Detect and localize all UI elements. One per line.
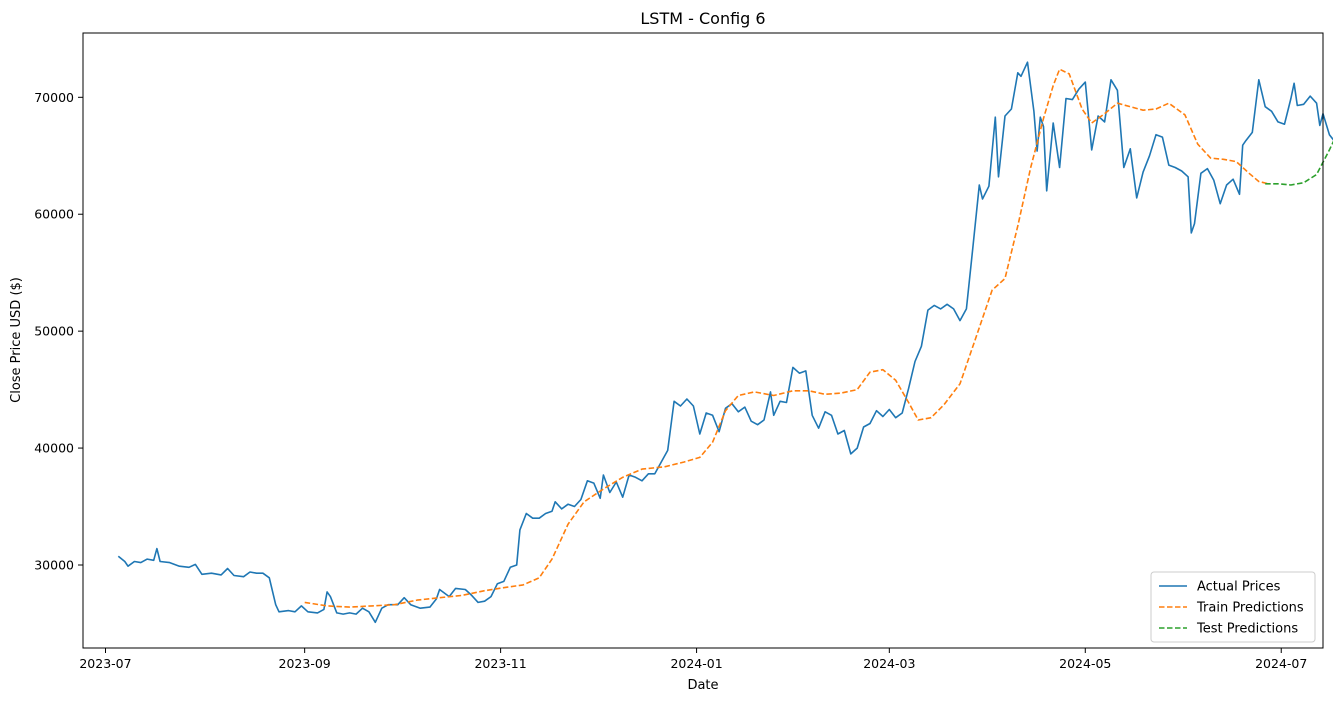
x-tick-label: 2024-07	[1255, 656, 1307, 671]
series-line-train-predictions	[304, 68, 1269, 608]
x-tick-label: 2023-09	[279, 656, 331, 671]
y-tick-label: 40000	[34, 441, 74, 456]
y-axis-ticks: 30000 40000 50000 60000 70000	[34, 90, 83, 572]
y-tick-label: 50000	[34, 324, 74, 339]
x-axis-label: Date	[687, 678, 718, 693]
x-tick-label: 2024-05	[1059, 656, 1111, 671]
legend-label: Train Predictions	[1196, 601, 1304, 616]
legend-box	[1150, 571, 1316, 643]
y-tick-label: 70000	[34, 90, 74, 105]
x-tick-label: 2023-11	[474, 656, 526, 671]
x-tick-label: 2023-07	[79, 656, 131, 671]
legend: Actual Prices Train Predictions Test Predi…	[1150, 571, 1316, 643]
series-line-actual-prices	[117, 61, 1333, 624]
plot-frame	[82, 32, 1324, 649]
y-tick-label: 60000	[34, 207, 74, 222]
chart-title: LSTM - Config 6	[640, 9, 765, 28]
x-axis-ticks: 2023-07 2023-09 2023-11 2024-01 2024-03 2024-…	[79, 648, 1307, 671]
series-layer	[117, 61, 1333, 624]
x-tick-label: 2024-03	[863, 656, 915, 671]
x-tick-label: 2024-01	[670, 656, 722, 671]
series-line-test-predictions	[1265, 140, 1333, 186]
y-axis-label: Close Price USD ($)	[9, 277, 24, 403]
legend-label: Actual Prices	[1197, 580, 1281, 595]
legend-label: Test Predictions	[1196, 622, 1298, 637]
y-tick-label: 30000	[34, 557, 74, 572]
